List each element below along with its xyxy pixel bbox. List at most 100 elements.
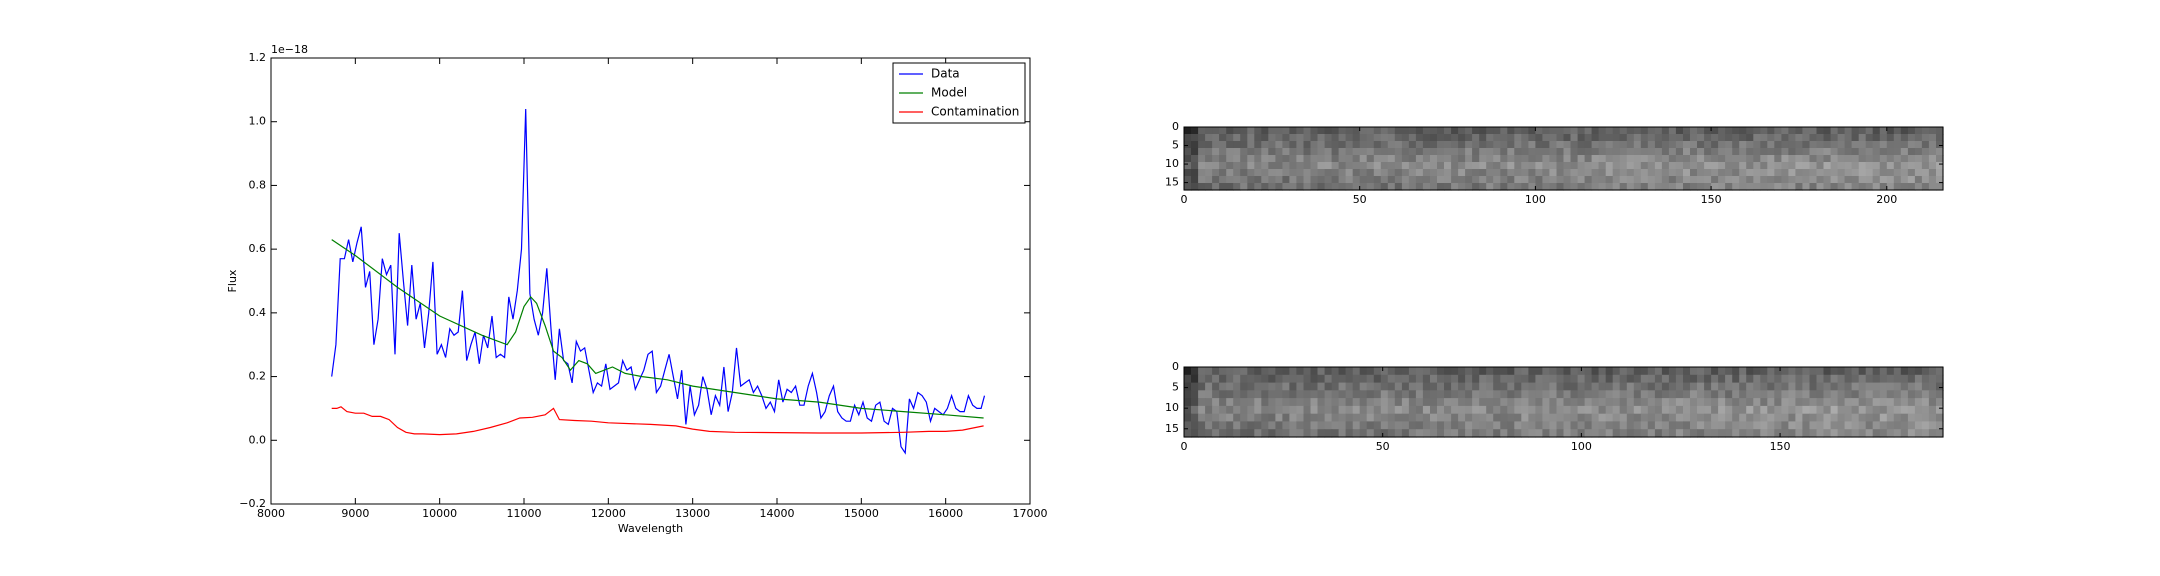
image-pixel: [1704, 169, 1712, 177]
image-pixel: [1683, 398, 1691, 407]
image-pixel: [1668, 127, 1677, 135]
image-pixel: [1802, 398, 1810, 407]
image-pixel: [1753, 413, 1761, 423]
image-pixel: [1268, 162, 1276, 170]
image-pixel: [1268, 127, 1276, 135]
image-pixel: [1226, 382, 1234, 391]
image-pixel: [1521, 374, 1529, 384]
image-pixel: [1549, 127, 1557, 135]
image-pixel: [1872, 413, 1881, 423]
image-pixel: [1458, 127, 1466, 135]
image-pixel: [1373, 169, 1382, 177]
image-pixel: [1324, 413, 1333, 423]
image-pixel: [1563, 405, 1572, 415]
image-pixel: [1598, 413, 1607, 423]
image-pixel: [1310, 141, 1319, 149]
image-pixel: [1928, 176, 1937, 184]
image-pixel: [1612, 176, 1621, 184]
image-pixel: [1823, 382, 1832, 391]
image-pixel: [1886, 155, 1895, 163]
image-pixel: [1373, 162, 1382, 170]
image-pixel: [1303, 141, 1312, 149]
image-pixel: [1275, 421, 1283, 430]
image-pixel: [1500, 413, 1508, 423]
image-pixel: [1296, 148, 1304, 156]
image-pixel: [1914, 183, 1923, 191]
image-pixel: [1507, 374, 1515, 384]
image-pixel: [1914, 405, 1923, 415]
image-pixel: [1739, 390, 1747, 399]
y-tick-label: 0: [1172, 360, 1179, 373]
image-pixel: [1837, 169, 1846, 177]
image-pixel: [1394, 148, 1403, 156]
image-pixel: [1261, 374, 1269, 384]
image-pixel: [1191, 367, 1199, 376]
image-pixel: [1282, 169, 1290, 177]
image-pixel: [1851, 367, 1860, 376]
image-pixel: [1444, 405, 1452, 415]
image-pixel: [1247, 374, 1255, 384]
image-pixel: [1767, 398, 1775, 407]
image-pixel: [1788, 127, 1796, 135]
image-pixel: [1493, 127, 1501, 135]
image-pixel: [1640, 162, 1649, 170]
image-pixel: [1486, 134, 1494, 142]
image-pixel: [1472, 374, 1480, 384]
image-pixel: [1437, 390, 1445, 399]
image-pixel: [1289, 176, 1297, 184]
image-pixel: [1837, 390, 1846, 399]
image-pixel: [1711, 398, 1719, 407]
image-pixel: [1725, 374, 1733, 384]
image-pixel: [1795, 374, 1803, 384]
image-pixel: [1760, 148, 1768, 156]
image-pixel: [1212, 398, 1220, 407]
image-pixel: [1500, 155, 1508, 163]
image-pixel: [1549, 405, 1557, 415]
image-pixel: [1563, 127, 1572, 135]
image-pixel: [1352, 413, 1361, 423]
image-pixel: [1584, 405, 1593, 415]
image-pixel: [1465, 169, 1473, 177]
image-pixel: [1331, 141, 1340, 149]
image-pixel: [1893, 398, 1902, 407]
image-pixel: [1401, 155, 1410, 163]
image-pixel: [1718, 169, 1726, 177]
image-pixel: [1577, 155, 1586, 163]
image-pixel: [1324, 148, 1333, 156]
image-pixel: [1317, 176, 1326, 184]
image-pixel: [1212, 374, 1220, 384]
image-pixel: [1788, 155, 1796, 163]
image-pixel: [1661, 429, 1670, 438]
image-pixel: [1675, 405, 1684, 415]
image-pixel: [1577, 176, 1586, 184]
image-pixel: [1690, 183, 1698, 191]
image-pixel: [1380, 148, 1389, 156]
image-pixel: [1240, 183, 1248, 191]
image-pixel: [1697, 162, 1705, 170]
image-pixel: [1928, 405, 1937, 415]
image-pixel: [1802, 367, 1810, 376]
image-pixel: [1837, 405, 1846, 415]
image-pixel: [1704, 148, 1712, 156]
image-pixel: [1275, 162, 1283, 170]
image-pixel: [1753, 134, 1761, 142]
image-pixel: [1303, 176, 1312, 184]
image-pixel: [1591, 421, 1600, 430]
image-pixel: [1437, 134, 1445, 142]
image-pixel: [1282, 429, 1290, 438]
image-pixel: [1577, 127, 1586, 135]
image-pixel: [1893, 374, 1902, 384]
image-pixel: [1373, 382, 1382, 391]
image-pixel: [1401, 390, 1410, 399]
image-pixel: [1816, 169, 1825, 177]
image-pixel: [1380, 169, 1389, 177]
image-pixel: [1493, 183, 1501, 191]
image-pixel: [1521, 413, 1529, 423]
image-pixel: [1661, 374, 1670, 384]
image-pixel: [1422, 421, 1431, 430]
image-pixel: [1366, 176, 1375, 184]
image-pixel: [1795, 148, 1803, 156]
image-pixel: [1268, 382, 1276, 391]
image-pixel: [1479, 421, 1487, 430]
image-pixel: [1268, 390, 1276, 399]
